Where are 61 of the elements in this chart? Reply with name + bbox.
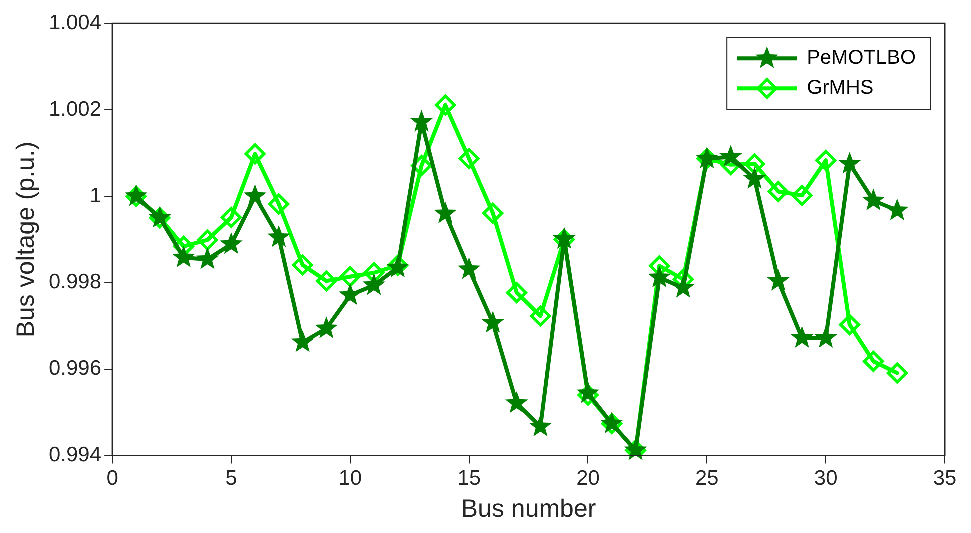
- point: [364, 262, 385, 284]
- x-tick-label: 0: [106, 467, 118, 490]
- point: [458, 148, 480, 170]
- point: [244, 144, 266, 165]
- point: [292, 254, 314, 276]
- point: [505, 392, 528, 414]
- y-tick-label: 1.004: [48, 11, 102, 34]
- y-tick-label: 0.998: [48, 270, 102, 294]
- point: [220, 232, 243, 254]
- point: [410, 110, 434, 132]
- point: [529, 414, 552, 437]
- point: [767, 269, 790, 291]
- y-tick-label: 1.002: [48, 98, 102, 121]
- point: [839, 314, 860, 336]
- point: [530, 306, 552, 327]
- point: [792, 185, 813, 206]
- point: [340, 266, 361, 288]
- point: [648, 266, 671, 288]
- y-tick-label: 0.996: [48, 357, 102, 380]
- point: [316, 270, 338, 292]
- x-tick-label: 10: [338, 467, 362, 490]
- point: [434, 202, 457, 224]
- point: [244, 184, 267, 206]
- point: [220, 207, 242, 228]
- point: [720, 145, 742, 167]
- x-tick-label: 30: [814, 467, 838, 490]
- point: [458, 258, 481, 280]
- point: [838, 152, 862, 174]
- point: [315, 316, 338, 338]
- x-tick-label: 25: [695, 467, 719, 490]
- point: [768, 181, 790, 202]
- point: [790, 326, 814, 348]
- point: [268, 226, 290, 248]
- y-axis-title: Bus voltage (p.u.): [12, 142, 40, 338]
- x-tick-label: 5: [226, 467, 238, 490]
- point: [268, 194, 290, 215]
- legend-label: GrMHS: [807, 77, 874, 100]
- point: [506, 282, 528, 304]
- point: [744, 154, 766, 175]
- point: [197, 230, 218, 251]
- point: [814, 326, 838, 348]
- x-tick-label: 35: [933, 467, 957, 490]
- legend-label: PeMOTLBO: [807, 47, 916, 70]
- point: [172, 246, 196, 268]
- x-tick-label: 15: [458, 467, 481, 490]
- point: [435, 94, 456, 116]
- point: [482, 202, 504, 224]
- point: [624, 438, 648, 460]
- point: [362, 274, 386, 296]
- point: [743, 167, 766, 189]
- y-tick-label: 0.994: [48, 444, 102, 467]
- point: [886, 362, 908, 384]
- point: [196, 248, 220, 270]
- y-tick-label: 1: [90, 184, 102, 208]
- point: [862, 188, 886, 211]
- point: [291, 330, 314, 352]
- x-axis-title: Bus number: [461, 494, 596, 523]
- point: [816, 150, 837, 172]
- point: [863, 351, 884, 372]
- x-tick-label: 20: [576, 467, 600, 490]
- point: [482, 311, 505, 333]
